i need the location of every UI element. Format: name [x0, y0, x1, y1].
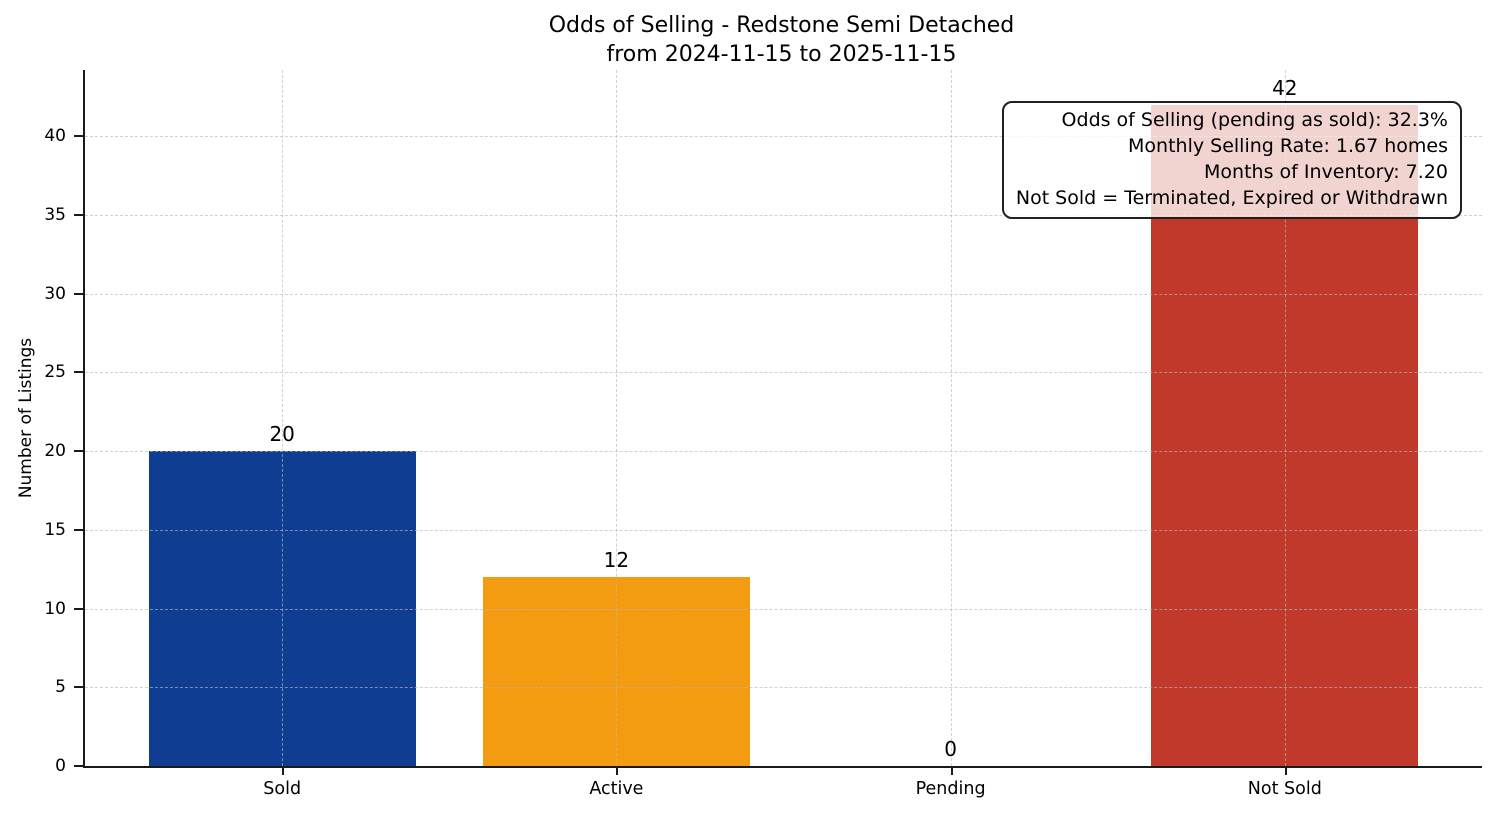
annotation-not-sold-definition: Not Sold = Terminated, Expired or Withdr… — [1015, 187, 1448, 209]
y-tick-label: 40 — [44, 126, 66, 147]
annotation-odds-of-selling: Odds of Selling (pending as sold): 32.3% — [1061, 109, 1448, 131]
bar-value-label: 20 — [269, 422, 295, 447]
bar-value-label: 42 — [1272, 75, 1298, 100]
y-tick-label: 30 — [44, 283, 66, 304]
y-axis: 0 5 10 15 20 25 30 35 40 — [0, 70, 83, 776]
annotation-monthly-selling-rate: Monthly Selling Rate: 1.67 homes — [1128, 135, 1448, 157]
x-tick-label: Active — [589, 779, 644, 799]
x-tick-label: Pending — [915, 779, 986, 799]
y-tick-mark — [74, 213, 83, 216]
bar-sold — [148, 451, 416, 766]
x-tick-mark — [282, 766, 285, 775]
annotation-box: Odds of Selling (pending as sold): 32.3%… — [1001, 101, 1462, 219]
y-tick-mark — [74, 607, 83, 610]
y-tick-label: 25 — [44, 362, 66, 383]
y-tick-label: 5 — [55, 677, 66, 698]
vertical-gridline — [950, 70, 952, 766]
y-tick-mark — [74, 450, 83, 453]
x-tick-label: Not Sold — [1247, 779, 1322, 799]
y-tick-label: 0 — [55, 756, 66, 776]
x-tick-mark — [950, 766, 953, 775]
chart-title: Odds of Selling - Redstone Semi Detached… — [83, 11, 1480, 69]
y-tick-mark — [74, 371, 83, 374]
bar-active — [482, 577, 751, 766]
y-tick-label: 35 — [44, 204, 66, 225]
x-tick-mark — [616, 766, 619, 775]
y-tick-label: 20 — [44, 441, 66, 462]
y-tick-mark — [74, 765, 83, 767]
y-tick-mark — [74, 528, 83, 531]
chart-title-line-2: from 2024-11-15 to 2025-11-15 — [606, 42, 957, 67]
y-tick-mark — [74, 135, 83, 138]
chart-title-line-1: Odds of Selling - Redstone Semi Detached — [548, 13, 1015, 38]
y-tick-mark — [74, 292, 83, 295]
bar-value-label: 0 — [944, 737, 957, 761]
y-tick-label: 10 — [44, 598, 66, 619]
x-tick-label: Sold — [263, 779, 302, 799]
y-tick-label: 15 — [44, 519, 66, 540]
plot-area: Odds of Selling (pending as sold): 32.3%… — [83, 70, 1482, 799]
y-tick-mark — [74, 686, 83, 689]
x-tick-mark — [1284, 766, 1287, 775]
annotation-months-of-inventory: Months of Inventory: 7.20 — [1204, 161, 1448, 183]
bar-value-label: 12 — [603, 548, 630, 573]
